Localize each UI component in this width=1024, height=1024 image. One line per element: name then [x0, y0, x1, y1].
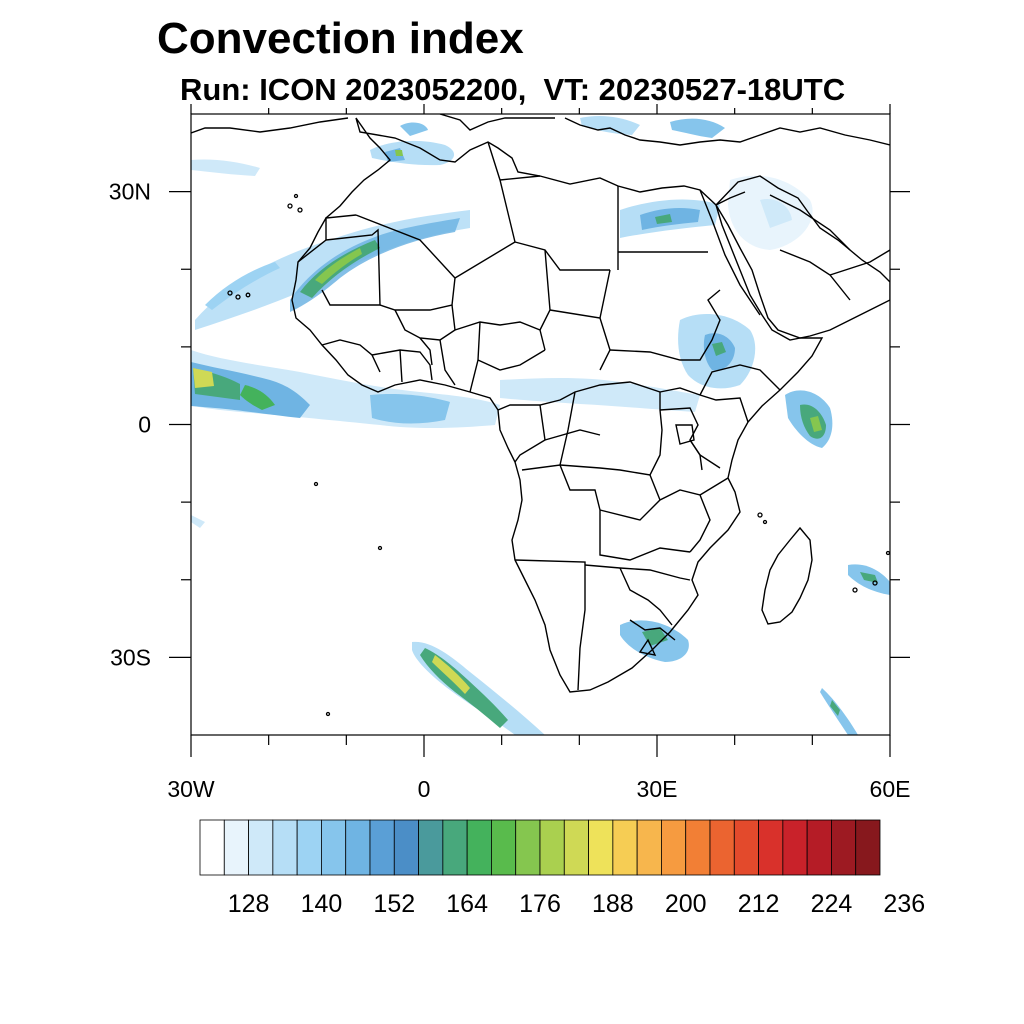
colorbar-label: 128: [228, 890, 270, 918]
x-tick-label: 30W: [167, 776, 215, 802]
colorbar-labels: 128 140 152 164 176 188 200 212 224 236: [228, 890, 925, 918]
colorbar-swatch: [686, 820, 710, 875]
colorbar-swatch: [564, 820, 588, 875]
colorbar-swatch: [589, 820, 613, 875]
colorbar-swatch: [419, 820, 443, 875]
x-tick-label: 60E: [870, 776, 911, 802]
colorbar-swatch: [273, 820, 297, 875]
colorbar-swatch: [491, 820, 515, 875]
colorbar-label: 188: [592, 890, 634, 918]
colorbar-swatch: [321, 820, 345, 875]
colorbar-swatch: [710, 820, 734, 875]
colorbar-label: 152: [373, 890, 415, 918]
x-tick-label: 30E: [637, 776, 678, 802]
y-tick-label: 30S: [110, 644, 151, 670]
colorbar-swatch: [467, 820, 491, 875]
colorbar-swatch: [613, 820, 637, 875]
x-tick-label: 0: [418, 776, 431, 802]
colorbar: [200, 820, 880, 875]
colorbar-swatch: [637, 820, 661, 875]
colorbar-swatch: [224, 820, 248, 875]
colorbar-swatch: [759, 820, 783, 875]
colorbar-label: 176: [519, 890, 561, 918]
colorbar-swatch: [443, 820, 467, 875]
colorbar-swatch: [249, 820, 273, 875]
colorbar-label: 224: [811, 890, 853, 918]
europe-coastline: [191, 114, 890, 145]
colorbar-swatch: [394, 820, 418, 875]
colorbar-swatch: [297, 820, 321, 875]
colorbar-label: 164: [446, 890, 488, 918]
colorbar-label: 200: [665, 890, 707, 918]
colorbar-swatch: [346, 820, 370, 875]
madagascar-coastline: [762, 528, 812, 624]
colorbar-swatch: [200, 820, 224, 875]
colorbar-swatch: [661, 820, 685, 875]
colorbar-swatch: [734, 820, 758, 875]
colorbar-swatch: [831, 820, 855, 875]
colorbar-swatch: [807, 820, 831, 875]
colorbar-label: 212: [738, 890, 780, 918]
colorbar-swatch: [516, 820, 540, 875]
colorbar-swatch: [856, 820, 880, 875]
y-tick-label: 30N: [109, 179, 151, 205]
colorbar-label: 140: [301, 890, 343, 918]
colorbar-swatch: [370, 820, 394, 875]
convection-shading: [191, 116, 890, 735]
colorbar-label: 236: [883, 890, 925, 918]
y-tick-label: 0: [138, 412, 151, 438]
colorbar-swatch: [783, 820, 807, 875]
colorbar-swatch: [540, 820, 564, 875]
